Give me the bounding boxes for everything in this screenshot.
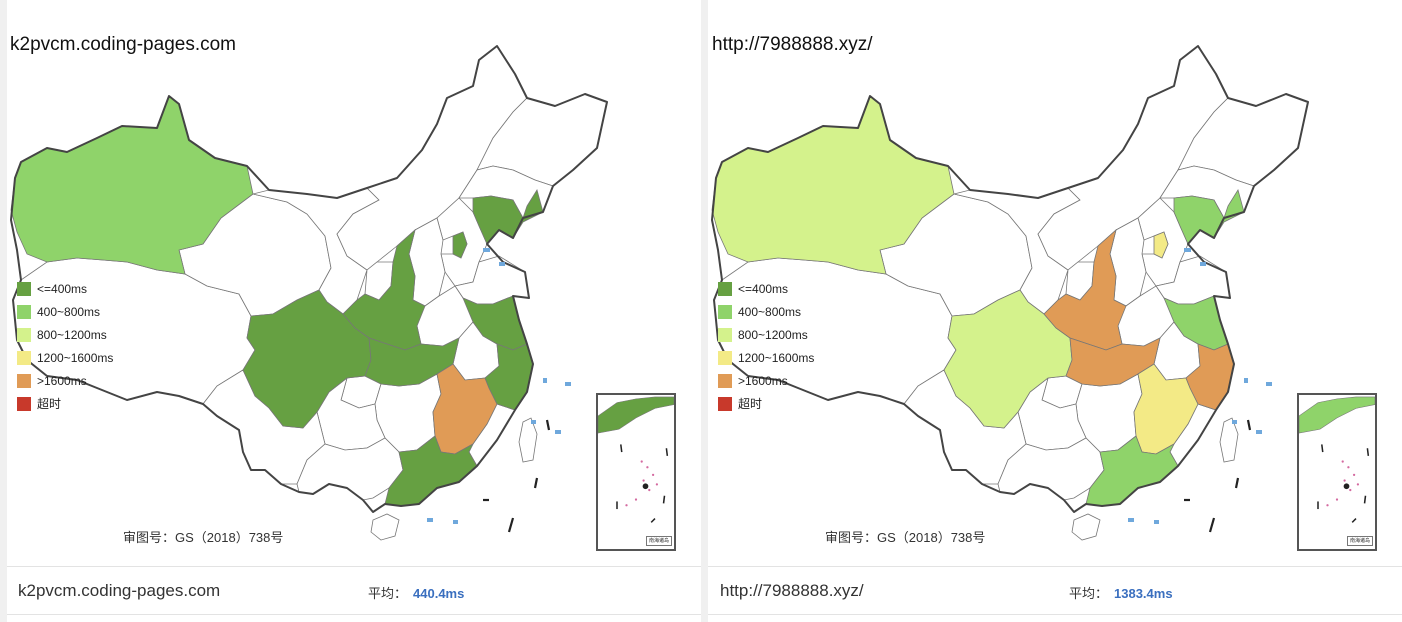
legend-swatch	[17, 350, 31, 365]
divider	[708, 614, 1402, 615]
legend-label: 超时	[37, 397, 62, 411]
legend-label: <=400ms	[37, 281, 88, 296]
legend-swatch	[718, 304, 732, 319]
legend-item: 1200~1600ms	[17, 346, 113, 369]
legend-swatch	[718, 327, 732, 342]
map-approval-number: 审图号：GS（2018）738号	[825, 530, 986, 545]
legend-swatch	[718, 373, 732, 388]
legend-item: >1600ms	[718, 369, 814, 392]
legend-label: 400~800ms	[738, 304, 802, 319]
region-taiwan[interactable]	[1219, 417, 1239, 463]
legend-item: 800~1200ms	[17, 323, 113, 346]
nine-dash-line	[483, 419, 551, 533]
legend-label: 800~1200ms	[738, 327, 808, 342]
legend-item: 800~1200ms	[718, 323, 814, 346]
legend-label: 400~800ms	[37, 304, 101, 319]
speed-map-panel-right: http://7988888.xyz/	[708, 0, 1402, 622]
legend-swatch	[17, 396, 31, 411]
latency-legend: <=400ms 400~800ms 800~1200ms 1200~1600ms…	[718, 277, 814, 415]
divider	[7, 614, 701, 615]
average-latency: 平均： 440.4ms	[368, 583, 464, 602]
legend-swatch	[718, 350, 732, 365]
legend-swatch	[718, 396, 732, 411]
average-value: 1383.4ms	[1114, 586, 1173, 601]
speed-map-panel-left: k2pvcm.coding-pages.com	[7, 0, 701, 622]
result-host[interactable]: k2pvcm.coding-pages.com	[18, 581, 221, 600]
legend-label: <=400ms	[738, 281, 789, 296]
region-hainan[interactable]	[1071, 513, 1101, 541]
sea-markers	[427, 248, 571, 524]
legend-swatch	[17, 304, 31, 319]
map-site-title: http://7988888.xyz/	[712, 34, 873, 55]
sea-markers	[1128, 248, 1272, 524]
map-site-title: k2pvcm.coding-pages.com	[10, 34, 236, 55]
average-label: 平均：	[368, 586, 408, 601]
legend-swatch	[17, 373, 31, 388]
latency-legend: <=400ms 400~800ms 800~1200ms 1200~1600ms…	[17, 277, 113, 415]
legend-label: 1200~1600ms	[37, 350, 114, 365]
china-latency-map	[10, 45, 608, 541]
nine-dash-line	[1184, 419, 1252, 533]
inset-caption: 南海诸岛	[645, 536, 672, 546]
legend-item: <=400ms	[718, 277, 814, 300]
south-china-sea-inset: 南海诸岛	[596, 393, 676, 551]
divider	[7, 566, 701, 567]
result-row: k2pvcm.coding-pages.com 平均： 440.4ms	[7, 566, 701, 614]
legend-label: 800~1200ms	[37, 327, 107, 342]
legend-item: 超时	[718, 392, 814, 415]
result-row: http://7988888.xyz/ 平均： 1383.4ms	[708, 566, 1402, 614]
result-host[interactable]: http://7988888.xyz/	[720, 581, 864, 600]
south-china-sea-inset: 南海诸岛	[1297, 393, 1377, 551]
legend-swatch	[17, 281, 31, 296]
average-label: 平均：	[1069, 586, 1109, 601]
legend-item: 超时	[17, 392, 113, 415]
china-latency-map	[711, 45, 1309, 541]
legend-label: 超时	[738, 397, 763, 411]
region-taiwan[interactable]	[518, 417, 538, 463]
legend-label: >1600ms	[37, 373, 87, 388]
divider	[708, 566, 1402, 567]
inset-coast-region	[597, 396, 675, 434]
map-approval-number: 审图号：GS（2018）738号	[123, 530, 284, 545]
average-value: 440.4ms	[413, 586, 465, 601]
legend-swatch	[17, 327, 31, 342]
inset-caption: 南海诸岛	[1346, 536, 1373, 546]
legend-item: 1200~1600ms	[718, 346, 814, 369]
inset-coast-region	[1298, 396, 1376, 434]
legend-swatch	[718, 281, 732, 296]
region-hainan[interactable]	[370, 513, 400, 541]
legend-item: >1600ms	[17, 369, 113, 392]
legend-item: 400~800ms	[718, 300, 814, 323]
average-latency: 平均： 1383.4ms	[1069, 583, 1173, 602]
legend-item: <=400ms	[17, 277, 113, 300]
legend-item: 400~800ms	[17, 300, 113, 323]
legend-label: >1600ms	[738, 373, 788, 388]
legend-label: 1200~1600ms	[738, 350, 815, 365]
